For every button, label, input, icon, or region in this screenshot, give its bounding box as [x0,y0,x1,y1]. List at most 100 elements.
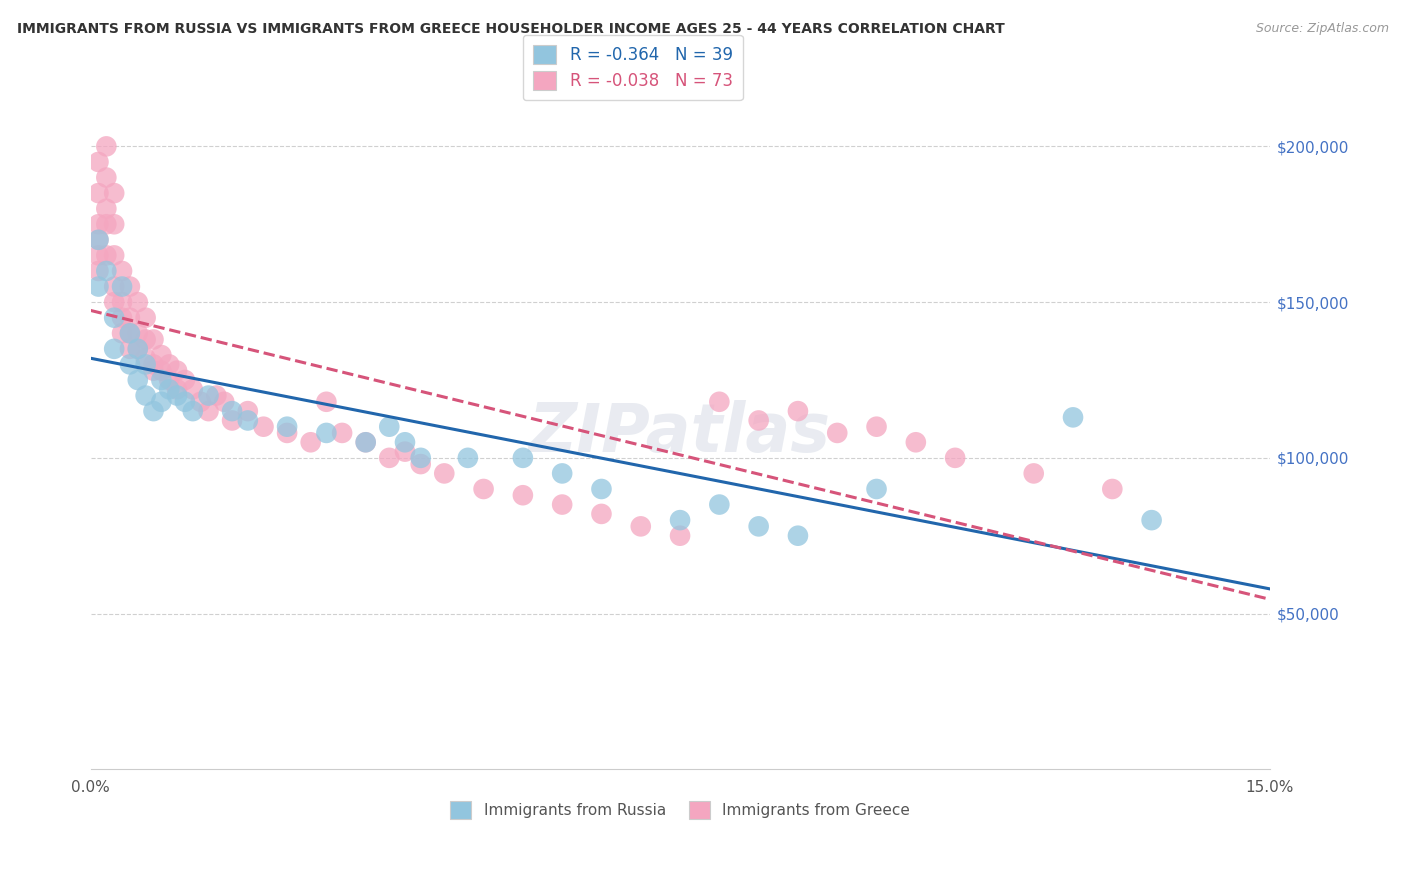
Text: Source: ZipAtlas.com: Source: ZipAtlas.com [1256,22,1389,36]
Point [87,186,110,200]
Point [865,419,887,434]
Point [174,373,197,387]
Point [103,279,125,293]
Point [190,394,212,409]
Point [96,139,118,153]
Point [630,519,652,533]
Point [87,248,110,262]
Point [512,450,534,465]
Point [157,358,180,372]
Point [330,425,353,440]
Point [354,435,377,450]
Point [96,264,118,278]
Point [103,248,125,262]
Point [111,326,134,341]
Point [87,217,110,231]
Point [1101,482,1123,496]
Point [142,364,165,378]
Point [212,394,235,409]
Point [127,342,149,356]
Point [118,326,141,341]
Point [150,348,173,362]
Point [127,373,149,387]
Point [378,419,401,434]
Point [118,279,141,293]
Point [197,404,219,418]
Point [174,394,197,409]
Point [127,326,149,341]
Text: IMMIGRANTS FROM RUSSIA VS IMMIGRANTS FROM GREECE HOUSEHOLDER INCOME AGES 25 - 44: IMMIGRANTS FROM RUSSIA VS IMMIGRANTS FRO… [17,22,1005,37]
Point [166,364,188,378]
Point [135,351,157,366]
Point [669,513,692,527]
Point [142,333,165,347]
Point [472,482,495,496]
Point [748,413,770,427]
Point [103,186,125,200]
Point [825,425,848,440]
Point [103,342,125,356]
Point [865,482,887,496]
Point [236,404,259,418]
Point [87,264,110,278]
Point [409,457,432,471]
Point [118,326,141,341]
Point [669,529,692,543]
Point [943,450,966,465]
Point [551,467,574,481]
Point [166,388,188,402]
Point [1062,410,1084,425]
Point [409,450,432,465]
Point [111,295,134,310]
Point [87,233,110,247]
Point [787,404,810,418]
Point [135,333,157,347]
Point [142,358,165,372]
Point [87,233,110,247]
Point [787,529,810,543]
Point [748,519,770,533]
Point [205,388,228,402]
Point [118,358,141,372]
Point [111,279,134,293]
Point [1022,467,1045,481]
Point [276,425,298,440]
Point [512,488,534,502]
Point [197,388,219,402]
Point [96,217,118,231]
Point [96,170,118,185]
Point [111,310,134,325]
Legend: Immigrants from Russia, Immigrants from Greece: Immigrants from Russia, Immigrants from … [444,795,917,825]
Point [87,155,110,169]
Point [103,310,125,325]
Point [252,419,274,434]
Point [157,382,180,396]
Point [181,382,204,396]
Point [315,425,337,440]
Point [551,498,574,512]
Point [591,482,613,496]
Point [354,435,377,450]
Text: ZIPatlas: ZIPatlas [529,400,831,466]
Point [591,507,613,521]
Point [127,295,149,310]
Point [87,279,110,293]
Point [111,264,134,278]
Point [457,450,479,465]
Point [142,404,165,418]
Point [221,404,243,418]
Point [394,444,416,458]
Point [135,310,157,325]
Point [181,404,204,418]
Point [150,373,173,387]
Point [135,358,157,372]
Point [96,248,118,262]
Point [103,217,125,231]
Point [433,467,456,481]
Point [127,342,149,356]
Point [394,435,416,450]
Point [315,394,337,409]
Point [378,450,401,465]
Point [276,419,298,434]
Point [96,202,118,216]
